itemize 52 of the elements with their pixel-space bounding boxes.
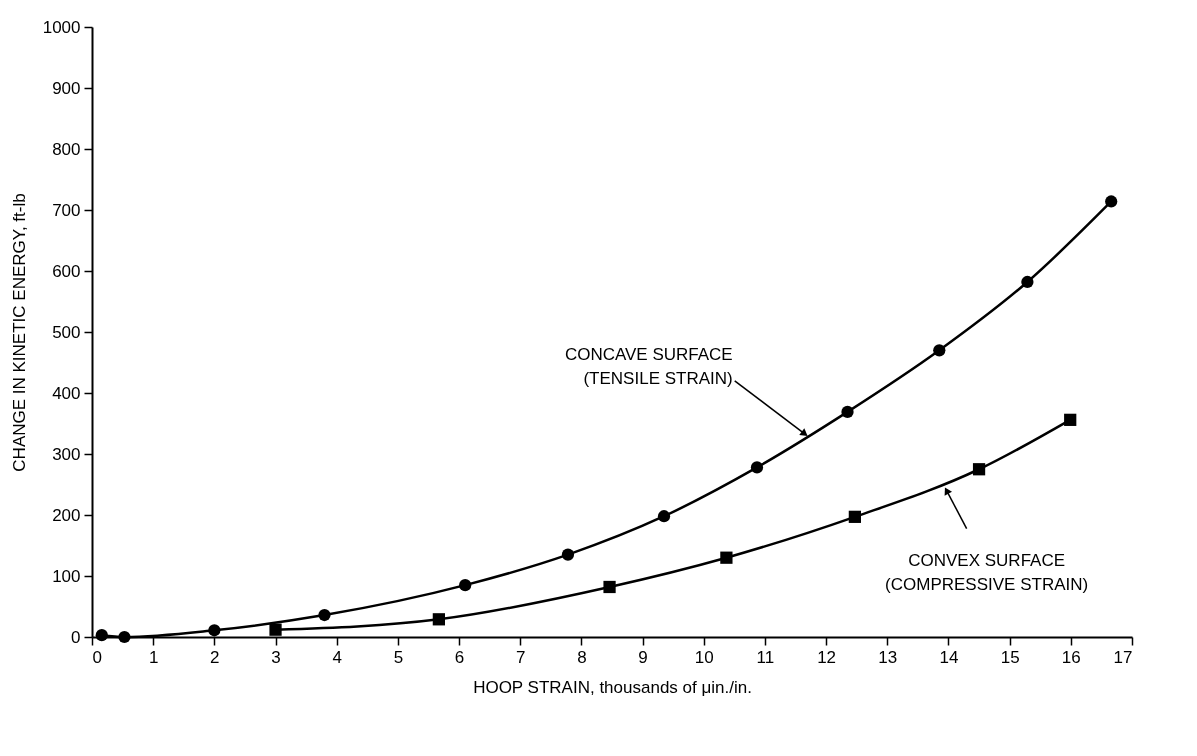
y-tick-label: 1000: [42, 17, 81, 37]
point: [561, 548, 575, 561]
point: [750, 461, 764, 474]
point: [841, 405, 854, 419]
x-tick-label: 16: [1061, 647, 1081, 667]
y-tick-label: 700: [52, 200, 81, 220]
y-tick-label: 600: [52, 261, 81, 281]
y-tick-label: 500: [52, 322, 81, 342]
x-tick-label: 13: [878, 647, 898, 667]
y-axis-title: CHANGE IN KINETIC ENERGY, ft-lb: [9, 193, 29, 472]
x-tick-label: 12: [817, 647, 837, 667]
y-tick-label: 800: [52, 139, 81, 159]
x-tick-label: 4: [332, 647, 342, 667]
x-tick-label: 6: [454, 647, 465, 667]
y-tick-label: 300: [52, 444, 81, 464]
point: [118, 630, 131, 644]
point: [208, 624, 221, 637]
x-tick-label: 7: [516, 647, 526, 667]
x-tick-label: 3: [271, 647, 281, 667]
point: [657, 510, 671, 523]
y-tick-label: 100: [52, 566, 81, 586]
x-tick-label: 1: [148, 647, 159, 667]
x-tick-label: 17: [1113, 647, 1133, 667]
x-tick-label: 5: [393, 647, 404, 667]
x-tick-label: 14: [939, 647, 959, 667]
x-tick-label: 0: [92, 647, 102, 667]
point: [933, 344, 946, 357]
point: [95, 629, 108, 642]
annotation: CONVEX SURFACE (COMPRESSIVE STRAIN): [885, 550, 1089, 594]
point: [269, 623, 282, 636]
y-tick-label: 200: [52, 505, 81, 525]
point: [432, 613, 445, 626]
y-tick-label: 0: [71, 627, 81, 647]
x-tick-label: 8: [577, 647, 587, 667]
point: [1105, 195, 1118, 208]
point: [1021, 275, 1034, 289]
point: [459, 579, 472, 592]
point: [603, 580, 616, 594]
x-tick-label: 11: [756, 647, 775, 667]
point: [720, 551, 733, 564]
x-tick-label: 15: [1000, 647, 1020, 667]
x-tick-label: 10: [694, 647, 714, 667]
point: [318, 608, 331, 622]
x-tick-label: 2: [210, 647, 220, 667]
point: [1064, 413, 1077, 426]
x-axis-title: HOOP STRAIN, thousands of μin./in.: [473, 677, 752, 697]
y-tick-label: 900: [52, 78, 81, 98]
annotation: CONCAVE SURFACE (TENSILE STRAIN): [564, 344, 733, 388]
point: [848, 510, 861, 523]
point: [972, 463, 986, 476]
y-tick-label: 400: [52, 383, 81, 403]
x-tick-label: 9: [638, 647, 648, 667]
